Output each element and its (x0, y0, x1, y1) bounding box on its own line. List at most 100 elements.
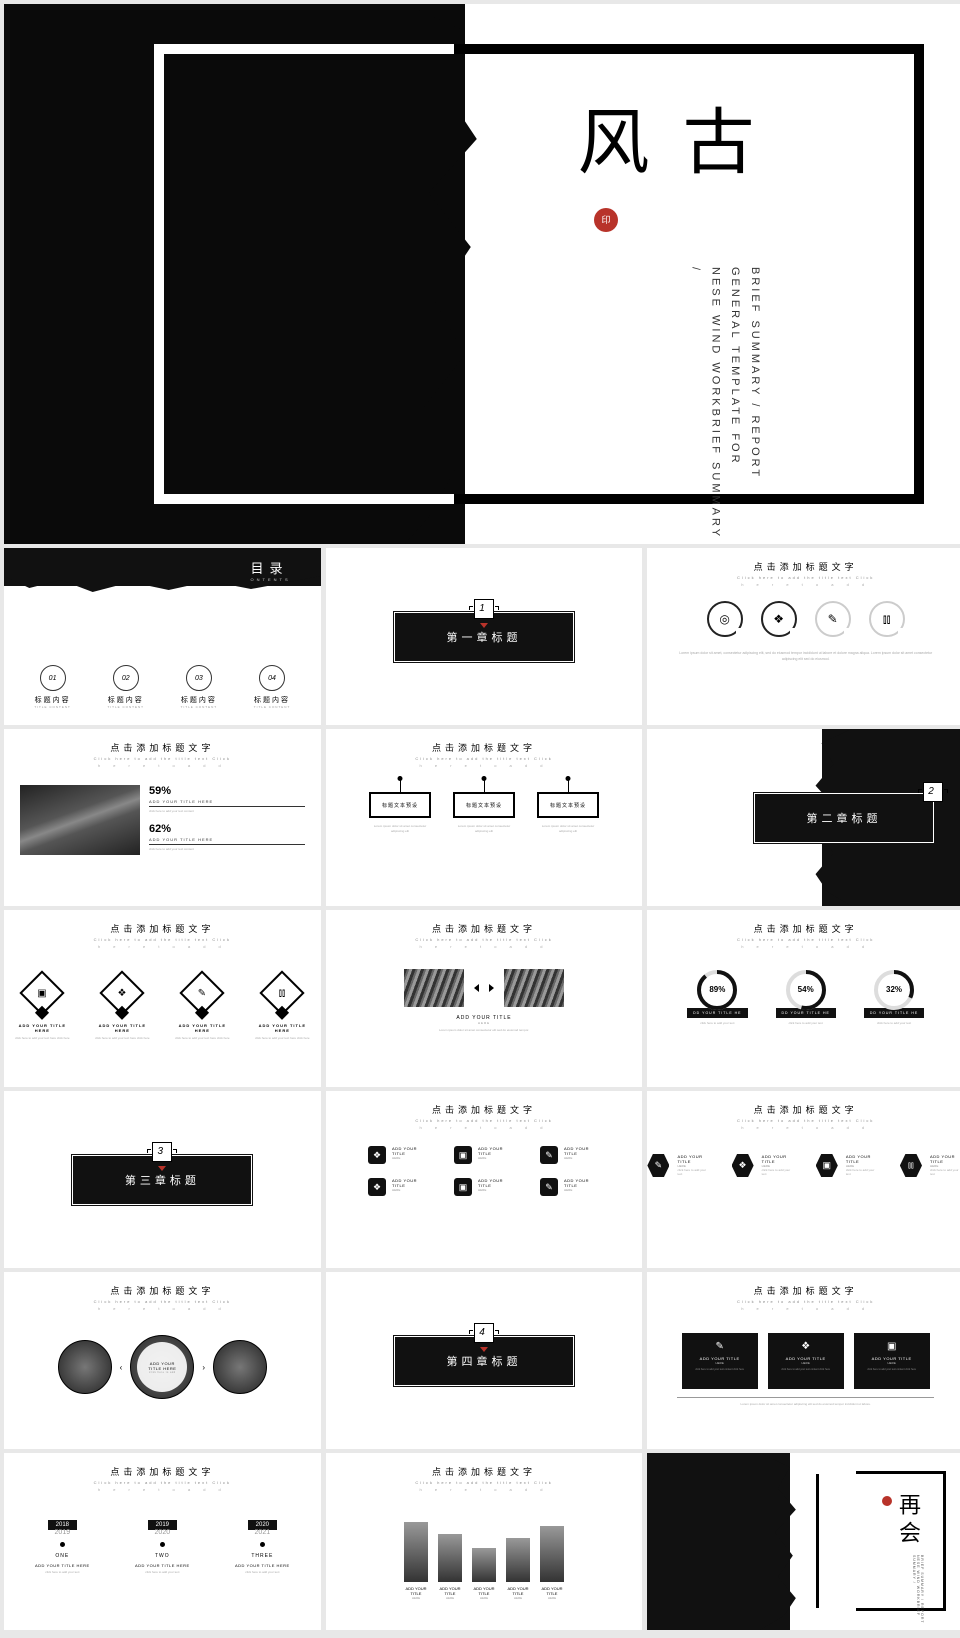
slide-rings: 点击添加标题文字Click here to add the title text… (647, 548, 960, 725)
hanging-frame: 标题文本预设Lorem ipsum dolor sit amet consect… (453, 792, 515, 833)
percent-desc: click here to add your text content (149, 809, 305, 813)
seal-icon: 印 (594, 208, 618, 232)
chevron-right-icon[interactable]: › (202, 1363, 205, 1372)
toc-list: 01标题内容TITLE CONTENT 02标题内容TITLE CONTENT 03… (4, 665, 321, 709)
percent-label: ADD YOUR TITLE HERE (149, 837, 305, 845)
donut-chart: 89%DD YOUR TITLE HEclick here to add you… (687, 969, 747, 1025)
end-frame-white (796, 1471, 856, 1611)
percent-desc: click here to add your text content (149, 847, 305, 851)
donut-chart: 54%DD YOUR TITLE HEclick here to add you… (776, 969, 836, 1025)
grid-item: ✎ADD YOUR TITLEHERE (540, 1178, 600, 1196)
timeline: 20182019ONEADD YOUR TITLE HEREclick here… (4, 1520, 321, 1574)
chevron-left-icon[interactable]: ‹ (120, 1363, 123, 1372)
diamond-row: ▣ADD YOUR TITLE HEREclick here to add yo… (4, 969, 321, 1041)
bar (438, 1534, 462, 1582)
diamond-item: ▣ADD YOUR TITLE HEREclick here to add yo… (12, 969, 72, 1041)
toc-item[interactable]: 02标题内容TITLE CONTENT (96, 665, 156, 709)
bar-caption: ADD YOUR TITLEHERE (540, 1582, 564, 1600)
end-title: 再会 (896, 1493, 921, 1549)
slide-heading: 点击添加标题文字Click here to add the title text… (326, 729, 643, 774)
toc-item[interactable]: 04标题内容TITLE CONTENT (242, 665, 302, 709)
slide-icon-grid: 点击添加标题文字Click here to add the title text… (326, 1091, 643, 1268)
circle-image (58, 1340, 112, 1394)
slide-cover: 古风 印 BRIEF SUMMARY / REPORT GENERAL TEMP… (4, 4, 960, 544)
hex-item: ❖ADD YOUR TITLEHEREclick here to add you… (732, 1154, 796, 1177)
ring-icon: ⫾⫾ (869, 601, 905, 637)
slide-chapter-2: 2 第二章标题 (647, 729, 960, 906)
ink-texture (647, 1453, 790, 1630)
circle-nav: ‹ ADD YOURTITLE HEREclick here to add › (4, 1335, 321, 1399)
hex-row: ✎ADD YOUR TITLEHEREclick here to add you… (647, 1154, 960, 1177)
hanging-frame: 标题文本预设Lorem ipsum dolor sit amet consect… (369, 792, 431, 833)
donut-row: 89%DD YOUR TITLE HEclick here to add you… (647, 969, 960, 1025)
seal-icon (882, 1496, 892, 1506)
triangle-icon (158, 1166, 166, 1171)
diamond-item: ❖ADD YOUR TITLE HEREclick here to add yo… (92, 969, 152, 1041)
cover-subtitle: BRIEF SUMMARY / REPORT GENERAL TEMPLATE … (685, 267, 764, 544)
slide-heading: 点击添加标题文字Click here to add the title text… (647, 910, 960, 955)
footer-text: Lorem ipsum dolor sit amet consectetur a… (647, 1402, 960, 1406)
cover-title: 古风 (566, 104, 751, 196)
slide-timeline: 点击添加标题文字Click here to add the title text… (4, 1453, 321, 1630)
bar-caption: ADD YOUR TITLEHERE (438, 1582, 462, 1600)
donut-chart: 32%DD YOUR TITLE HEclick here to add you… (864, 969, 924, 1025)
diamond-item: ⫾⫾ADD YOUR TITLE HEREclick here to add y… (252, 969, 312, 1041)
chapter-banner: 1 第一章标题 (394, 612, 574, 662)
slide-diamonds: 点击添加标题文字Click here to add the title text… (4, 910, 321, 1087)
slide-heading: 点击添加标题文字Click here to add the title text… (326, 1453, 643, 1498)
end-title-block: 再会 BRIEF SUMMARY / REPORTNESE WIND WORKB… (882, 1493, 924, 1630)
placeholder-image (404, 969, 464, 1007)
ring-icon: ❖ (761, 601, 797, 637)
chapter-banner: 4 第四章标题 (394, 1336, 574, 1386)
slide-circle-nav: 点击添加标题文字Click here to add the title text… (4, 1272, 321, 1449)
arrow-left-icon[interactable] (474, 984, 479, 992)
grid-item: ❖ADD YOUR TITLEHERE (368, 1146, 428, 1164)
bar (472, 1548, 496, 1582)
bar-caption: ADD YOUR TITLEHERE (472, 1582, 496, 1600)
chapter-number: 3 (152, 1142, 172, 1162)
ring-icon: ◎ (707, 601, 743, 637)
bar-caption: ADD YOUR TITLEHERE (404, 1582, 428, 1600)
cover-title-block: 古风 印 BRIEF SUMMARY / REPORT GENERAL TEMP… (554, 104, 764, 544)
cover-frame-white (154, 44, 454, 504)
paragraph: Lorem ipsum dolor sit amet, consectetur … (647, 645, 960, 668)
bar-chart (326, 1512, 643, 1582)
hanging-frame: 标题文本预设Lorem ipsum dolor sit amet consect… (537, 792, 599, 833)
slide-hex: 点击添加标题文字Click here to add the title text… (647, 1091, 960, 1268)
toc-item[interactable]: 03标题内容TITLE CONTENT (169, 665, 229, 709)
triangle-icon (480, 623, 488, 628)
slide-heading: 点击添加标题文字Click here to add the title text… (4, 729, 321, 774)
diamond-item: ✎ADD YOUR TITLE HEREclick here to add yo… (172, 969, 232, 1041)
bar-caption: ADD YOUR TITLEHERE (506, 1582, 530, 1600)
percent-label: ADD YOUR TITLE HERE (149, 799, 305, 807)
chapter-title: 第三章标题 (125, 1172, 200, 1188)
slide-image-nav: 点击添加标题文字Click here to add the title text… (326, 910, 643, 1087)
toc-title: 目录ONTENTS (251, 558, 291, 582)
arrow-right-icon[interactable] (489, 984, 494, 992)
caption: ADD YOUR TITLEHERE Lorem ipsum dolor sit… (326, 1015, 643, 1033)
circle-image (213, 1340, 267, 1394)
ring-icon: ✎ (815, 601, 851, 637)
slide-chapter-1: 1 第一章标题 (326, 548, 643, 725)
divider (677, 1397, 934, 1398)
bar (540, 1526, 564, 1582)
toc-item[interactable]: 01标题内容TITLE CONTENT (23, 665, 83, 709)
slide-heading: 点击添加标题文字Click here to add the title text… (647, 1091, 960, 1136)
slide-end: 再会 BRIEF SUMMARY / REPORTNESE WIND WORKB… (647, 1453, 960, 1630)
bar (506, 1538, 530, 1582)
slide-heading: 点击添加标题文字Click here to add the title text… (326, 910, 643, 955)
icon-grid: ❖ADD YOUR TITLEHERE ▣ADD YOUR TITLEHERE ✎A… (326, 1136, 643, 1206)
hex-item: ▣ADD YOUR TITLEHEREclick here to add you… (816, 1154, 880, 1177)
slide-percent: 点击添加标题文字Click here to add the title text… (4, 729, 321, 906)
card-item: ❖ADD YOUR TITLEHEREclick here to add you… (768, 1333, 844, 1389)
percent-value: 59% (149, 785, 305, 797)
hex-item: ⫾⫾ADD YOUR TITLEHEREclick here to add yo… (900, 1154, 960, 1177)
chapter-title: 第一章标题 (447, 629, 522, 645)
hex-item: ✎ADD YOUR TITLEHEREclick here to add you… (647, 1154, 711, 1177)
grid-item: ✎ADD YOUR TITLEHERE (540, 1146, 600, 1164)
chapter-number: 2 (923, 782, 943, 802)
slide-frames: 点击添加标题文字Click here to add the title text… (326, 729, 643, 906)
bar (404, 1522, 428, 1582)
ring-row: ◎ ❖ ✎ ⫾⫾ (647, 601, 960, 637)
grid-item: ▣ADD YOUR TITLEHERE (454, 1146, 514, 1164)
